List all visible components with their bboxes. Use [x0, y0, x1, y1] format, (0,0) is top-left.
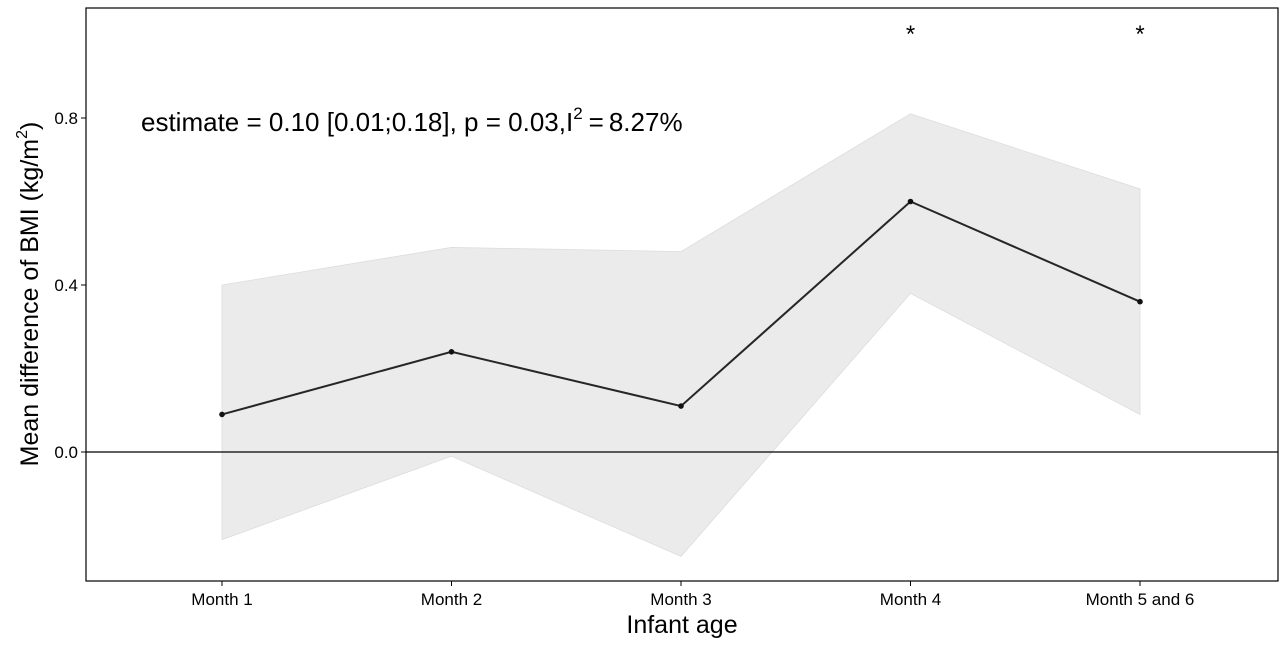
y-axis-title-superscript: 2	[14, 130, 31, 139]
x-tick-label: Month 5 and 6	[1086, 590, 1195, 609]
x-tick-label: Month 2	[421, 590, 482, 609]
data-point	[448, 349, 455, 355]
annotation-prefix: estimate = 0.10 [0.01;0.18], p = 0.03,I	[141, 107, 573, 137]
annotation-suffix: 8.27%	[609, 107, 683, 137]
annotation-superscript: 2	[573, 104, 582, 123]
y-axis-ticks: 0.0 0.4 0.8	[54, 109, 86, 462]
data-points	[219, 198, 1143, 418]
panel-border	[85, 7, 1279, 582]
x-axis-ticks: Month 1 Month 2 Month 3 Month 4 Month 5 and …	[191, 581, 1194, 609]
y-tick-label: 0.0	[54, 443, 78, 462]
y-axis-title: Mean difference of BMI (kg/m2)	[14, 122, 44, 467]
x-tick-label: Month 4	[880, 590, 941, 609]
x-tick-label: Month 3	[650, 590, 711, 609]
annotation-equals: =	[589, 107, 604, 137]
y-tick-label: 0.8	[54, 109, 78, 128]
significance-marker: *	[906, 21, 915, 48]
y-tick-label: 0.4	[54, 276, 78, 295]
y-axis-title-main: Mean difference of BMI (kg/m	[16, 139, 44, 466]
data-point	[1137, 298, 1143, 305]
significance-marker: *	[1135, 21, 1144, 48]
data-point	[678, 403, 684, 409]
x-axis-title: Infant age	[626, 611, 737, 639]
data-point	[219, 411, 225, 418]
x-tick-label: Month 1	[191, 590, 252, 609]
annotation-text: estimate = 0.10 [0.01;0.18], p = 0.03,I2…	[141, 104, 683, 137]
confidence-band	[221, 113, 1141, 557]
significance-markers: * *	[906, 21, 1145, 48]
y-axis-title-close: )	[16, 122, 44, 130]
data-point	[907, 198, 914, 205]
